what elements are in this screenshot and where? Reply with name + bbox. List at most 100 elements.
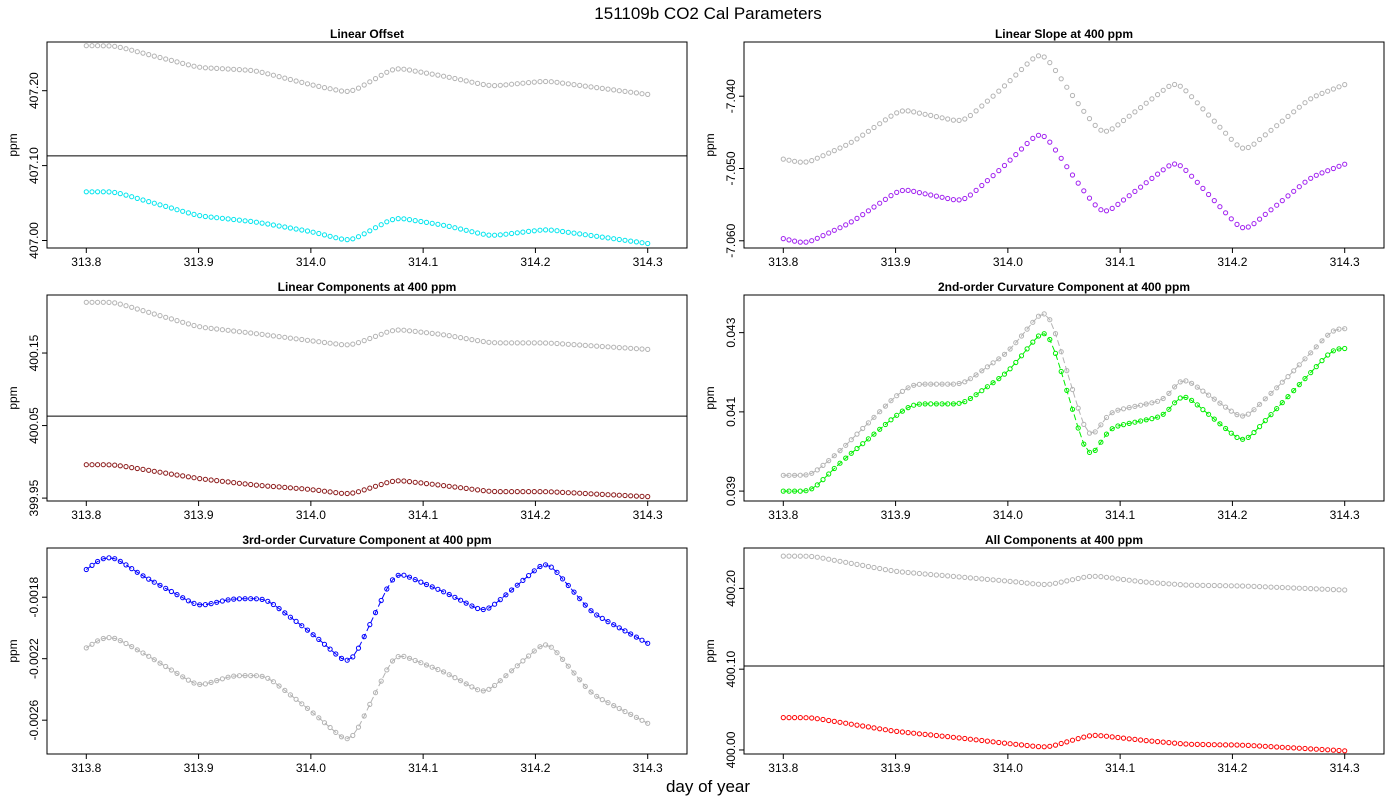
reference-series-point xyxy=(458,335,464,341)
reference-series-point xyxy=(554,79,560,85)
data-series-point xyxy=(1206,191,1212,198)
data-series-point xyxy=(231,480,237,486)
data-series-point xyxy=(168,588,174,595)
reference-series-point xyxy=(202,325,208,331)
reference-series-point xyxy=(310,82,316,88)
data-series-point xyxy=(231,596,237,602)
data-series-point xyxy=(497,489,503,495)
data-series-point xyxy=(605,619,611,625)
data-series-point xyxy=(242,596,248,602)
reference-series-point xyxy=(854,431,860,437)
data-series-point xyxy=(475,605,481,612)
reference-series-point xyxy=(259,69,265,76)
data-series-point xyxy=(486,232,492,238)
reference-series-point xyxy=(950,381,957,387)
data-series-point xyxy=(582,490,588,497)
data-series-point xyxy=(384,219,390,225)
reference-series-point xyxy=(395,327,401,333)
reference-series-point xyxy=(548,340,554,346)
reference-series-point xyxy=(1086,116,1093,122)
reference-series-point xyxy=(979,103,985,109)
data-series-point xyxy=(1245,224,1251,230)
reference-series-point xyxy=(1018,579,1025,586)
reference-series-point xyxy=(350,341,356,347)
data-series-point xyxy=(231,216,237,223)
reference-series-point xyxy=(1098,127,1104,133)
reference-series-point xyxy=(1251,583,1257,590)
panel-3rd-order-curvature: 3rd-order Curvature Component at 400 ppm… xyxy=(6,533,688,775)
data-series-point xyxy=(282,484,288,490)
reference-series-point xyxy=(1330,86,1337,92)
reference-series-point xyxy=(225,327,231,333)
data-series-point xyxy=(401,572,407,578)
data-series-point xyxy=(293,226,299,232)
reference-series-point xyxy=(831,557,837,563)
reference-series-point xyxy=(1120,117,1127,124)
data-series-point xyxy=(1245,434,1251,440)
reference-series-point xyxy=(378,72,384,78)
data-series-point xyxy=(1138,184,1144,190)
reference-series-point xyxy=(922,111,928,117)
reference-series-point xyxy=(350,732,356,739)
reference-series-point xyxy=(429,664,435,670)
data-series-point xyxy=(1115,423,1121,429)
data-series-point xyxy=(446,483,452,489)
data-series-point xyxy=(248,218,254,224)
data-series-point xyxy=(401,478,407,484)
data-series-point xyxy=(95,558,101,565)
reference-series-point xyxy=(548,644,554,650)
reference-series-point xyxy=(605,86,611,92)
x-tick-label: 314.3 xyxy=(1330,255,1360,269)
reference-series-point xyxy=(310,710,316,716)
reference-series-point xyxy=(962,116,968,122)
reference-series-point xyxy=(956,574,962,580)
data-series-point xyxy=(1313,364,1319,370)
data-series-point xyxy=(1149,416,1155,422)
reference-series-point xyxy=(112,43,118,49)
reference-series-point xyxy=(1132,109,1138,115)
reference-series-point xyxy=(333,87,339,93)
data-series-point xyxy=(242,218,248,224)
reference-series-point xyxy=(888,567,894,574)
data-series-point xyxy=(112,556,118,562)
reference-series-point xyxy=(503,82,509,88)
reference-series-point xyxy=(1115,407,1121,413)
data-series-point xyxy=(792,488,798,494)
reference-series-point xyxy=(1115,122,1121,128)
data-series-point xyxy=(1018,146,1025,152)
reference-series-point xyxy=(577,677,583,683)
reference-series-point xyxy=(259,673,265,679)
data-series-point xyxy=(259,220,265,226)
data-series-point xyxy=(645,640,651,646)
reference-series-point xyxy=(134,49,140,55)
data-series-point xyxy=(1245,742,1251,749)
data-series-point xyxy=(503,489,509,495)
reference-series-point xyxy=(1240,413,1246,419)
data-series-point xyxy=(1126,420,1132,426)
data-series-point xyxy=(316,230,322,237)
reference-series-point xyxy=(1126,577,1132,583)
data-series-point xyxy=(412,479,418,485)
reference-series-point xyxy=(1262,132,1268,138)
x-tick-label: 313.8 xyxy=(71,761,101,775)
data-series-point xyxy=(287,485,293,491)
data-series-point xyxy=(577,231,583,237)
reference-series-point xyxy=(406,328,413,334)
reference-series-point xyxy=(361,82,367,88)
reference-series-point xyxy=(327,340,333,346)
data-series-point xyxy=(616,236,622,243)
data-series-point xyxy=(168,205,174,211)
reference-series-point xyxy=(253,68,259,74)
reference-series-point xyxy=(1336,84,1342,90)
reference-series-point xyxy=(1228,408,1234,414)
reference-series-point xyxy=(475,338,481,344)
data-series-point xyxy=(248,481,254,488)
data-series-point xyxy=(435,586,441,592)
reference-series-point xyxy=(282,75,288,81)
data-series-point xyxy=(1217,204,1223,210)
data-series-point xyxy=(134,465,140,472)
reference-series-point xyxy=(622,708,628,715)
reference-series-point xyxy=(1177,379,1183,385)
reference-series-point xyxy=(225,66,231,72)
reference-series-point xyxy=(814,554,820,560)
